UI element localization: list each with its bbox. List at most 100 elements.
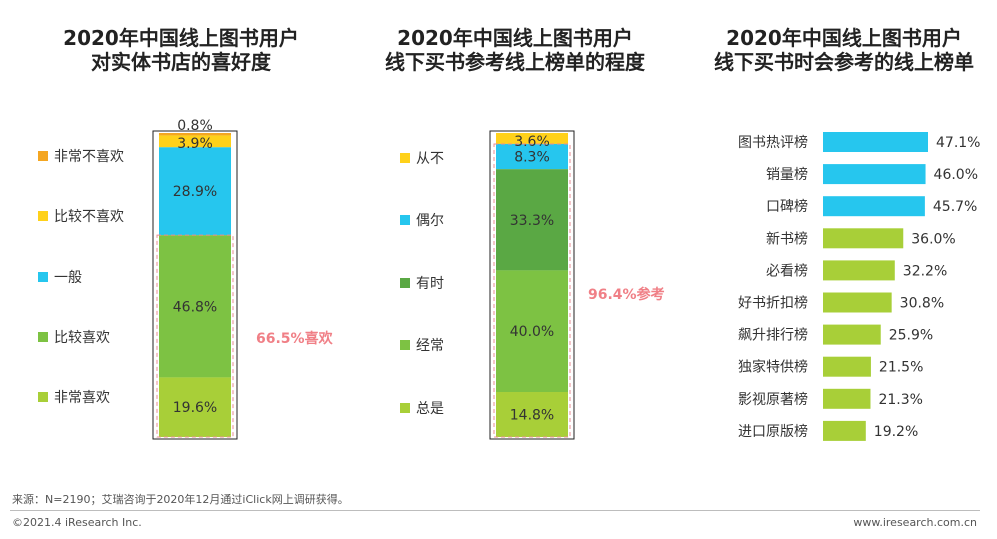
legend-label: 总是: [416, 401, 444, 417]
chart1-bracket: [156, 234, 234, 438]
chart1-data-label: 19.6%: [173, 400, 217, 416]
legend-label: 非常不喜欢: [54, 149, 124, 165]
chart3-data-label: 45.7%: [933, 199, 977, 215]
chart3-category-label: 飙升排行榜: [738, 327, 808, 344]
chart2-legend-item: 偶尔: [400, 210, 444, 230]
legend-label: 有时: [416, 276, 444, 292]
chart3-data-label: 21.5%: [879, 360, 923, 376]
chart1-bar-segment: [159, 147, 231, 236]
chart2-data-label: 14.8%: [510, 408, 554, 424]
chart2-bar-segment: [496, 270, 568, 393]
chart2-title-line2: 线下买书参考线上榜单的程度: [385, 50, 645, 74]
chart3-data-label: 25.9%: [889, 328, 933, 344]
chart2-legend-item: 经常: [400, 335, 444, 355]
chart3-data-label: 46.0%: [934, 167, 978, 183]
chart3-category-label: 独家特供榜: [738, 359, 808, 376]
chart3-title-line2: 线下买书时会参考的线上榜单: [714, 50, 974, 74]
legend-swatch: [400, 340, 410, 350]
chart1-bar-frame: [152, 130, 238, 440]
chart3-bar: [823, 356, 871, 377]
chart3-bar: [823, 196, 925, 217]
chart3-data-label: 21.3%: [878, 392, 922, 408]
chart1-title: 2020年中国线上图书用户 对实体书店的喜好度: [31, 26, 331, 74]
chart1-legend-item: 一般: [38, 267, 82, 287]
chart2-bracket: [493, 143, 571, 438]
chart1-annotation: 66.5%喜欢: [256, 330, 334, 347]
chart3-title: 2020年中国线上图书用户 线下买书时会参考的线上榜单: [694, 26, 994, 74]
chart2-legend-item: 总是: [400, 398, 444, 418]
chart2-title: 2020年中国线上图书用户 线下买书参考线上榜单的程度: [365, 26, 665, 74]
chart3-bar: [823, 132, 928, 152]
chart1-title-line1: 2020年中国线上图书用户: [63, 26, 299, 50]
chart3-bar: [823, 292, 892, 313]
chart2-data-label: 40.0%: [510, 324, 554, 340]
legend-swatch: [38, 392, 48, 402]
chart2-annotation: 96.4%参考: [588, 286, 665, 303]
legend-swatch: [38, 211, 48, 221]
chart1-data-label: 46.8%: [173, 299, 217, 315]
chart2-legend-item: 有时: [400, 273, 444, 293]
legend-swatch: [400, 278, 410, 288]
chart3-category-label: 进口原版榜: [738, 423, 808, 440]
chart3-category-label: 新书榜: [766, 230, 808, 247]
chart2-legend-item: 从不: [400, 148, 444, 168]
legend-label: 偶尔: [416, 213, 444, 229]
website: www.iresearch.com.cn: [853, 516, 977, 529]
chart3-category-label: 必看榜: [766, 262, 808, 279]
legend-label: 经常: [416, 338, 444, 354]
chart1-data-label: 28.9%: [173, 184, 217, 200]
chart1-legend-item: 非常不喜欢: [38, 146, 124, 166]
legend-swatch: [38, 272, 48, 282]
chart2-title-line1: 2020年中国线上图书用户: [397, 26, 633, 50]
chart1-title-line2: 对实体书店的喜好度: [91, 50, 271, 74]
chart2-bar-segment: [496, 133, 568, 144]
chart2-bar-segment: [496, 143, 568, 170]
chart3-bar: [823, 388, 871, 409]
chart3-data-label: 47.1%: [936, 135, 980, 151]
chart3-bar: [823, 164, 926, 185]
source-note: 来源：N=2190；艾瑞咨询于2020年12月通过iClick网上调研获得。: [12, 493, 349, 506]
chart2-data-label: 3.6%: [514, 134, 550, 150]
legend-swatch: [400, 403, 410, 413]
legend-label: 比较喜欢: [54, 330, 110, 346]
legend-label: 非常喜欢: [54, 390, 110, 406]
footer-divider: [10, 510, 980, 511]
chart3-bar: [823, 420, 866, 441]
chart1-bar-segment: [159, 133, 231, 136]
legend-label: 一般: [54, 270, 82, 286]
chart2-bar-segment: [496, 392, 568, 437]
chart3-category-label: 图书热评榜: [738, 134, 808, 151]
chart1-data-label: 0.8%: [177, 118, 213, 134]
legend-swatch: [400, 153, 410, 163]
chart3-data-label: 19.2%: [874, 424, 918, 440]
chart3-bar: [823, 260, 895, 281]
chart3-bar: [823, 228, 904, 249]
chart1-bar-segment: [159, 377, 231, 437]
chart3-data-label: 32.2%: [903, 263, 947, 279]
chart3-category-label: 影视原著榜: [738, 391, 808, 408]
legend-label: 比较不喜欢: [54, 209, 124, 225]
legend-label: 从不: [416, 151, 444, 167]
chart3-data-label: 30.8%: [900, 296, 944, 312]
chart1-bar-segment: [159, 235, 231, 378]
chart2-bar-segment: [496, 169, 568, 271]
chart3-bar: [823, 324, 881, 345]
chart1-bar-segment: [159, 135, 231, 148]
chart3-title-line1: 2020年中国线上图书用户: [726, 26, 962, 50]
chart1-legend-item: 比较喜欢: [38, 327, 110, 347]
chart1-data-label: 3.9%: [177, 136, 213, 152]
chart2-data-label: 33.3%: [510, 213, 554, 229]
copyright: ©2021.4 iResearch Inc.: [12, 516, 142, 529]
chart2-bar-frame: [489, 130, 575, 440]
chart2-data-label: 8.3%: [514, 150, 550, 166]
chart3-data-label: 36.0%: [911, 231, 955, 247]
chart3-category-label: 好书折扣榜: [738, 295, 808, 312]
chart3-category-label: 销量榜: [766, 166, 808, 183]
legend-swatch: [38, 151, 48, 161]
chart3-category-label: 口碑榜: [766, 198, 808, 215]
legend-swatch: [38, 332, 48, 342]
legend-swatch: [400, 215, 410, 225]
chart1-legend-item: 比较不喜欢: [38, 206, 124, 226]
chart1-legend-item: 非常喜欢: [38, 387, 110, 407]
